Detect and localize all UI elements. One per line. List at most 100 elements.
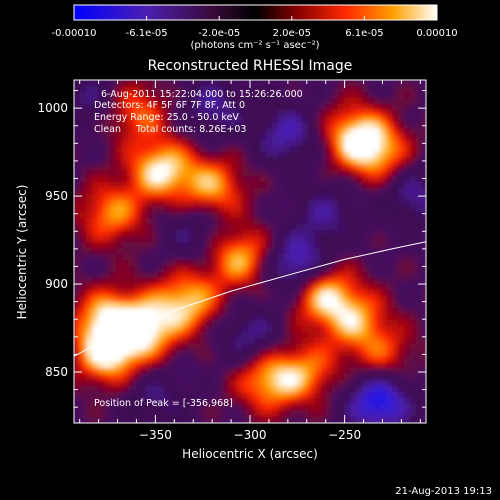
heatmap-cell [368,134,375,141]
heatmap-cell [326,320,333,327]
heatmap-cell [338,188,345,195]
heatmap-cell [92,254,99,261]
heatmap-cell [236,416,243,423]
heatmap-cell [248,320,255,327]
heatmap-cell [194,182,201,189]
heatmap-cell [74,164,81,171]
heatmap-cell [374,284,381,291]
heatmap-cell [164,146,171,153]
heatmap-cell [326,104,333,111]
heatmap-cell [176,296,183,303]
heatmap-cell [296,200,303,207]
heatmap-cell [92,116,99,123]
heatmap-cell [80,284,87,291]
heatmap-cell [386,302,393,309]
heatmap-cell [356,134,363,141]
heatmap-cell [194,308,201,315]
heatmap-cell [284,386,291,393]
heatmap-cell [104,206,111,213]
heatmap-cell [122,416,129,423]
heatmap-cell [308,176,315,183]
heatmap-cell [230,200,237,207]
heatmap-cell [122,350,129,357]
heatmap-cell [260,284,267,291]
heatmap-cell [338,362,345,369]
heatmap-cell [404,416,411,423]
heatmap-cell [230,116,237,123]
heatmap-cell [284,254,291,261]
heatmap-cell [314,206,321,213]
heatmap-cell [380,164,387,171]
heatmap-cell [332,380,339,387]
heatmap-cell [116,278,123,285]
heatmap-cell [326,230,333,237]
heatmap-cell [110,326,117,333]
heatmap-cell [224,404,231,411]
heatmap-cell [104,308,111,315]
heatmap-cell [326,356,333,363]
heatmap-cell [290,368,297,375]
heatmap-cell [320,386,327,393]
heatmap-cell [344,326,351,333]
heatmap-cell [320,416,327,423]
heatmap-cell [128,380,135,387]
heatmap-cell [254,350,261,357]
heatmap-cell [212,338,219,345]
heatmap-cell [314,200,321,207]
heatmap-cell [416,224,423,231]
heatmap-cell [104,242,111,249]
heatmap-cell [146,104,153,111]
heatmap-cell [164,308,171,315]
heatmap-cell [308,404,315,411]
heatmap-cell [272,158,279,165]
heatmap-cell [140,278,147,285]
heatmap-cell [74,236,81,243]
heatmap-cell [224,104,231,111]
x-tick-label: −300 [234,428,267,442]
heatmap-cell [320,266,327,273]
heatmap-cell [122,98,129,105]
heatmap-cell [116,284,123,291]
heatmap-cell [140,104,147,111]
heatmap-cell [278,332,285,339]
heatmap-cell [218,218,225,225]
heatmap-cell [344,230,351,237]
heatmap-cell [170,278,177,285]
heatmap-cell [224,260,231,267]
heatmap-cell [272,128,279,135]
heatmap-cell [368,206,375,213]
heatmap-cell [188,194,195,201]
heatmap-cell [236,296,243,303]
heatmap-cell [92,80,99,87]
heatmap-cell [404,386,411,393]
heatmap-cell [374,110,381,117]
heatmap-cell [344,80,351,87]
heatmap-cell [272,98,279,105]
heatmap-cell [140,380,147,387]
heatmap-cell [344,266,351,273]
heatmap-cell [230,164,237,171]
heatmap-cell [266,200,273,207]
heatmap-cell [218,260,225,267]
heatmap-cell [80,104,87,111]
heatmap-cell [128,164,135,171]
heatmap-cell [290,332,297,339]
heatmap-cell [314,302,321,309]
heatmap-cell [146,248,153,255]
heatmap-cell [218,308,225,315]
heatmap-cell [416,362,423,369]
heatmap-cell [422,266,426,273]
heatmap-cell [368,392,375,399]
heatmap-cell [380,362,387,369]
heatmap-cell [380,116,387,123]
heatmap-cell [218,200,225,207]
heatmap-cell [230,272,237,279]
heatmap-cell [182,206,189,213]
heatmap-cell [248,194,255,201]
heatmap-cell [290,410,297,417]
heatmap-cell [158,164,165,171]
heatmap-cell [200,338,207,345]
heatmap-cell [152,326,159,333]
heatmap-cell [110,386,117,393]
heatmap-cell [272,140,279,147]
